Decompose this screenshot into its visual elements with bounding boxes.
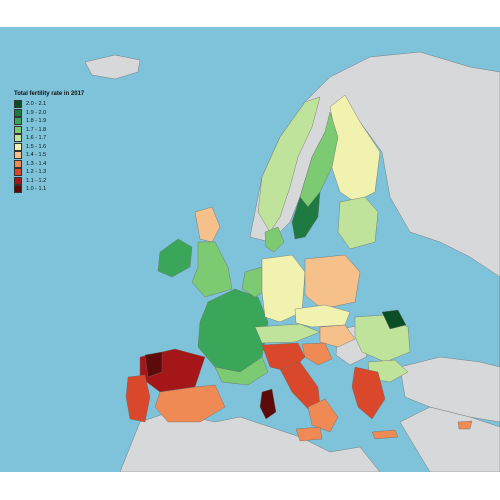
region-croatia-slovenia xyxy=(301,342,333,366)
region-austria-switzerland xyxy=(254,323,321,344)
legend-label: 2.0 - 2.1 xyxy=(26,101,47,108)
legend-row: 1.7 - 1.8 xyxy=(14,125,84,135)
legend-label: 1.1 - 1.2 xyxy=(26,177,47,184)
region-spain-south xyxy=(154,384,226,423)
legend-label: 1.5 - 1.6 xyxy=(26,143,47,150)
legend-swatch xyxy=(14,100,22,109)
region-poland xyxy=(304,254,361,310)
legend-row: 1.2 - 1.3 xyxy=(14,168,84,177)
legend-row: 1.1 - 1.2 xyxy=(14,176,84,186)
region-ireland xyxy=(157,238,193,278)
legend-swatch xyxy=(14,117,22,126)
legend-swatch xyxy=(14,159,22,168)
legend-label: 1.8 - 1.9 xyxy=(26,118,47,125)
region-greece xyxy=(351,366,386,420)
region-benelux xyxy=(241,266,269,298)
region-romania-northeast xyxy=(381,309,407,330)
region-sardinia xyxy=(259,388,277,420)
region-england xyxy=(191,241,233,298)
legend-swatch xyxy=(14,168,22,177)
region-germany xyxy=(261,254,306,323)
legend-row: 1.3 - 1.4 xyxy=(14,159,84,169)
map-legend: Total fertility rate in 2017 2.0 - 2.1 1… xyxy=(14,91,84,194)
region-hungary xyxy=(319,324,356,348)
legend-row: 1.5 - 1.6 xyxy=(14,142,84,152)
legend-swatch xyxy=(14,151,22,160)
region-sweden-south xyxy=(291,191,321,240)
legend-row: 1.9 - 2.0 xyxy=(14,108,84,118)
region-scotland xyxy=(194,206,221,243)
land-north-africa xyxy=(119,411,381,472)
region-norway xyxy=(257,96,321,233)
legend-items: 2.0 - 2.1 1.9 - 2.0 1.8 - 1.9 1.7 - 1.8 … xyxy=(14,100,84,194)
legend-swatch xyxy=(14,125,22,134)
region-spain-northwest xyxy=(144,351,163,378)
land-turkey xyxy=(399,356,500,423)
europe-fertility-map xyxy=(0,27,500,472)
legend-label: 1.3 - 1.4 xyxy=(26,160,47,167)
legend-label: 1.0 - 1.1 xyxy=(26,186,47,193)
region-sicily xyxy=(295,426,323,442)
legend-label: 1.7 - 1.8 xyxy=(26,126,47,133)
legend-row: 1.0 - 1.1 xyxy=(14,185,84,194)
legend-swatch xyxy=(14,185,22,194)
region-cyprus xyxy=(457,420,473,430)
legend-swatch xyxy=(14,134,22,143)
region-italy-south xyxy=(307,398,339,433)
legend-label: 1.6 - 1.7 xyxy=(26,135,47,142)
region-portugal xyxy=(125,374,151,423)
legend-swatch xyxy=(14,176,22,185)
legend-label: 1.2 - 1.3 xyxy=(26,169,47,176)
region-denmark xyxy=(264,226,285,253)
legend-row: 2.0 - 2.1 xyxy=(14,100,84,109)
legend-swatch xyxy=(14,142,22,151)
legend-row: 1.6 - 1.7 xyxy=(14,134,84,143)
region-crete xyxy=(371,429,399,440)
region-baltics xyxy=(337,196,379,250)
legend-row: 1.8 - 1.9 xyxy=(14,117,84,126)
legend-title: Total fertility rate in 2017 xyxy=(14,91,85,97)
legend-label: 1.9 - 2.0 xyxy=(26,109,47,116)
legend-swatch xyxy=(14,108,22,117)
land-iceland xyxy=(84,54,141,80)
legend-label: 1.4 - 1.5 xyxy=(26,152,47,159)
region-france-south xyxy=(214,356,269,386)
legend-row: 1.4 - 1.5 xyxy=(14,151,84,160)
